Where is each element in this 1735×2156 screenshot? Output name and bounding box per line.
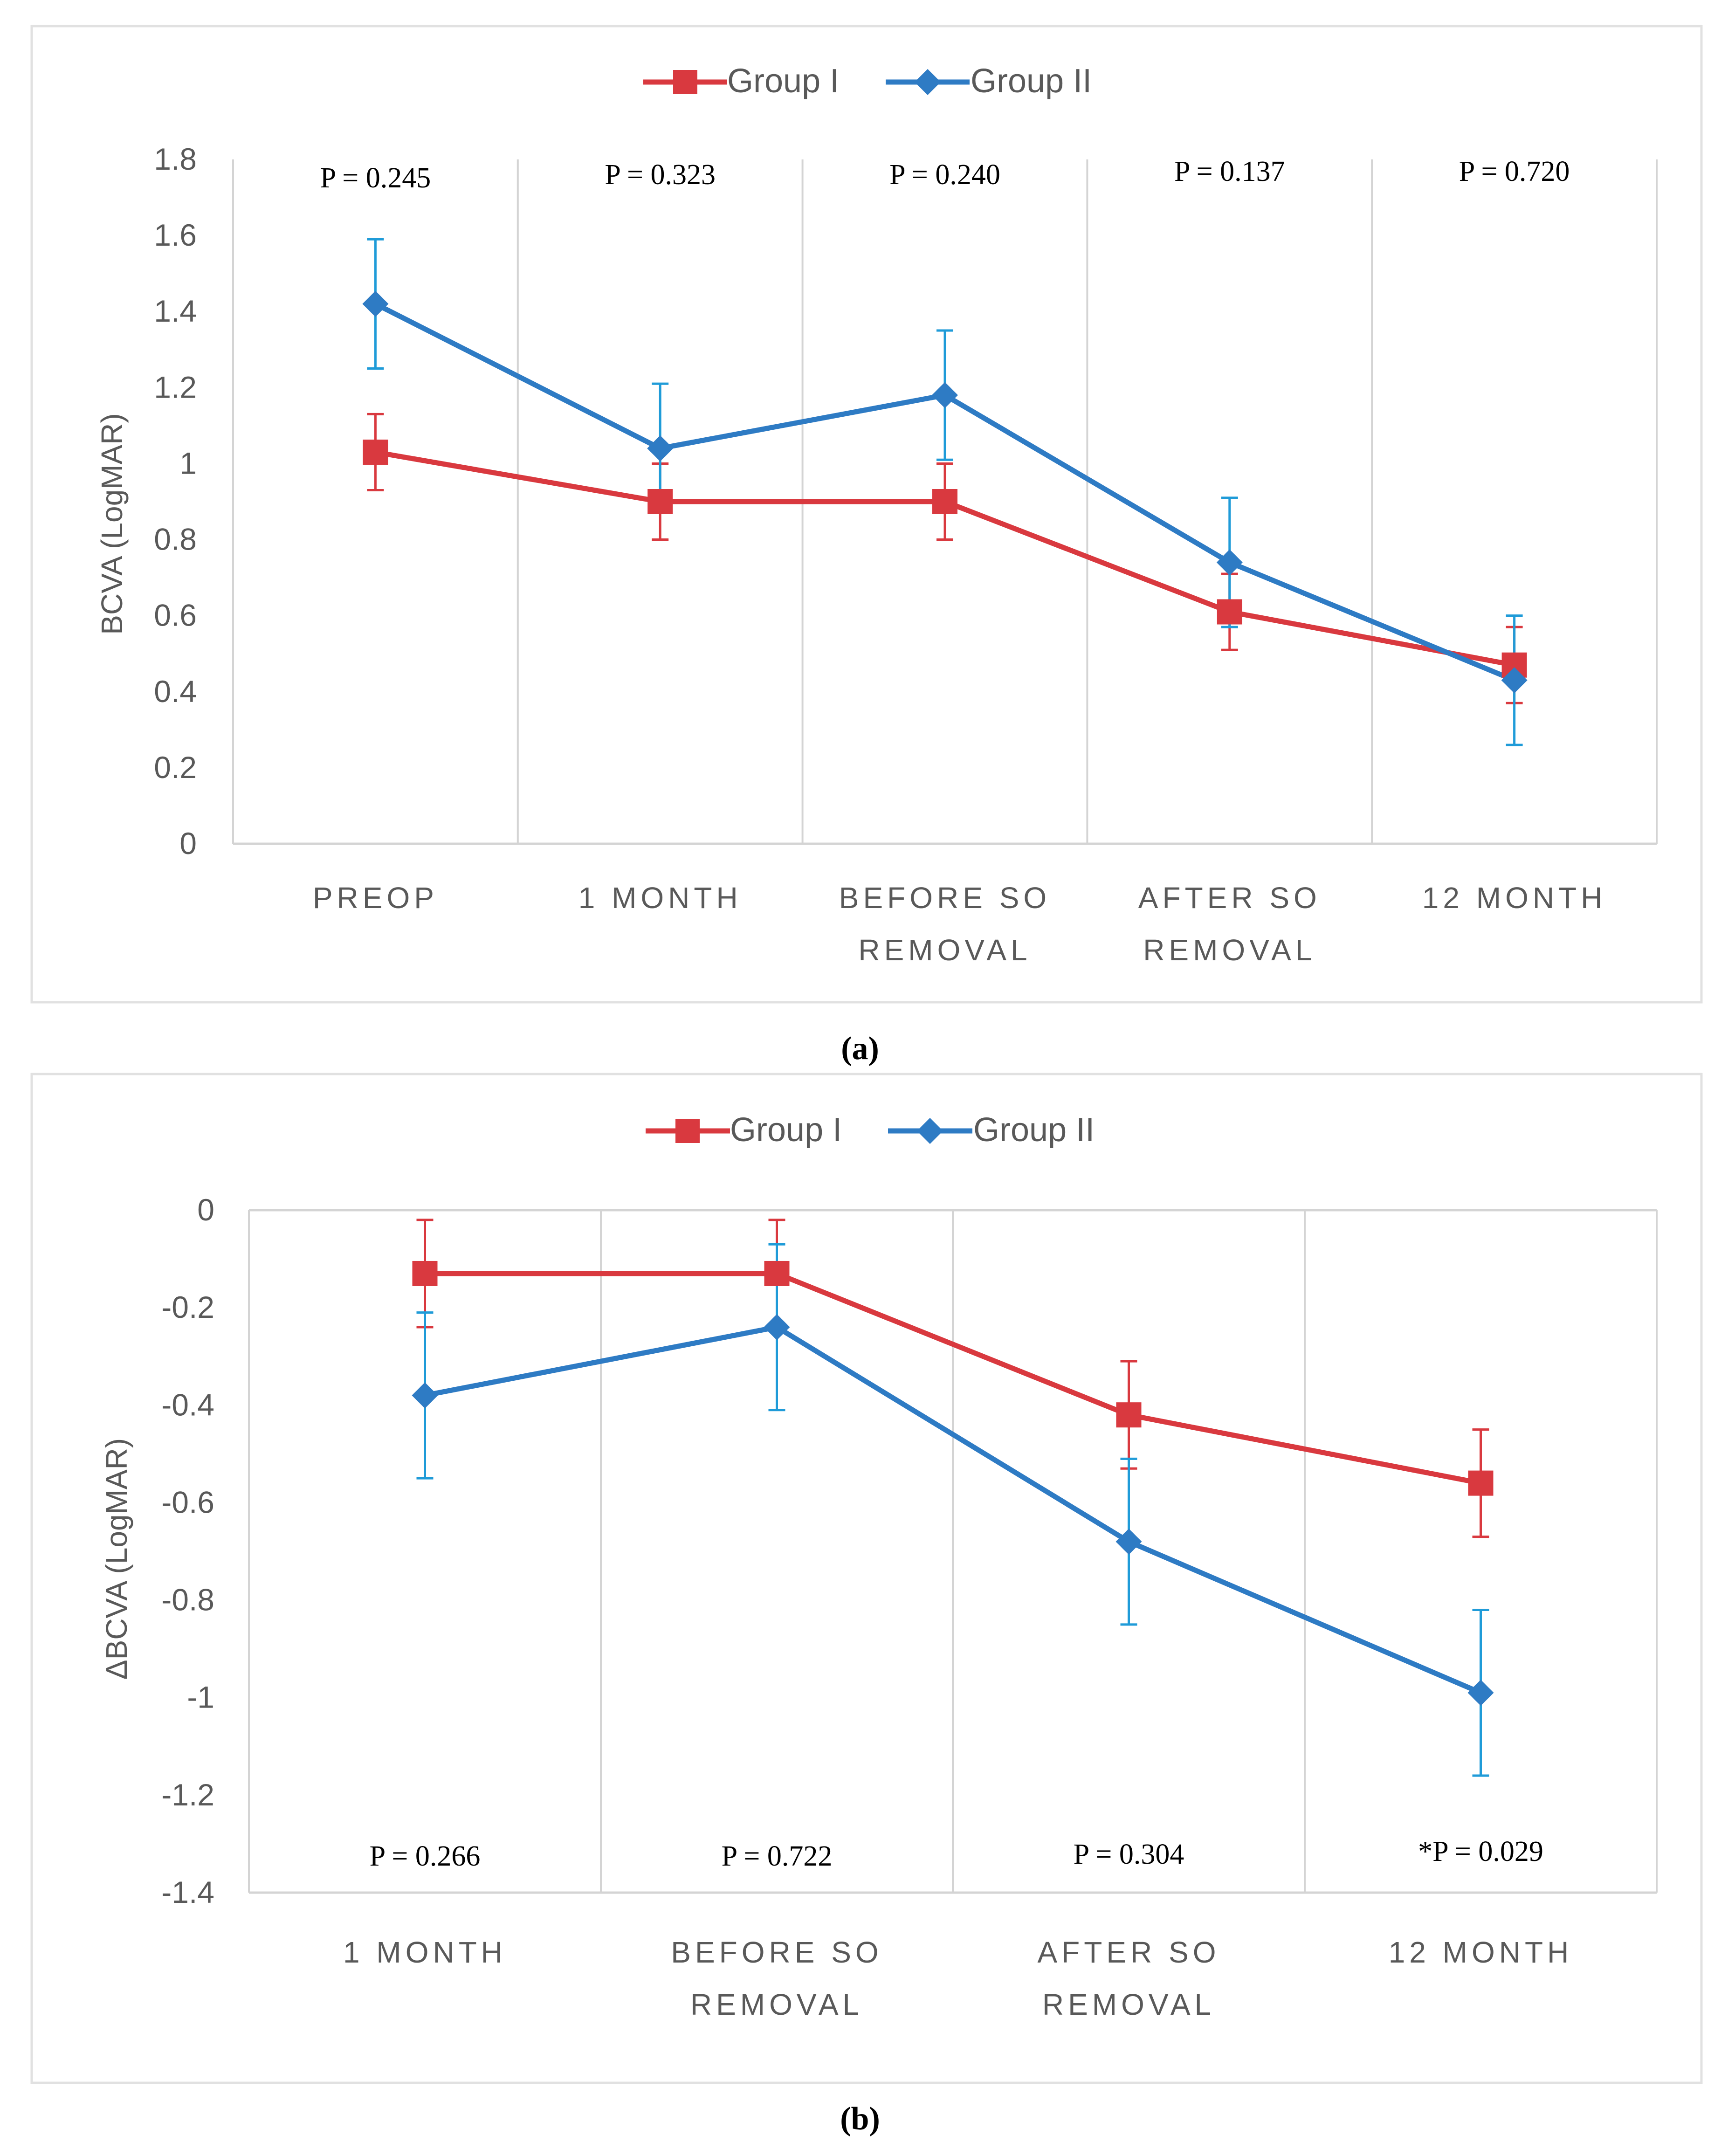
panel-a-legend-group2: Group II [886, 62, 1092, 100]
x-category-label: BEFORE SO [839, 881, 1051, 915]
panel-b-series [412, 1219, 1494, 1777]
p-value-annotation: P = 0.722 [722, 1840, 833, 1872]
panel-b-frame [30, 1073, 1703, 2084]
group1-data-point [932, 489, 957, 514]
y-tick-label: 0.2 [154, 750, 197, 785]
legend-label-group1: Group I [730, 1111, 842, 1149]
group2-data-point [1115, 1529, 1142, 1555]
x-category-label: REMOVAL [1042, 1988, 1215, 2021]
x-category-label: 1 MONTH [578, 881, 742, 915]
y-tick-label: -1.2 [161, 1777, 214, 1812]
group1-data-point [1468, 1470, 1494, 1496]
panel-a-gridlines [232, 159, 1658, 845]
p-value-annotation: *P = 0.029 [1418, 1836, 1543, 1867]
panel-b-legend-group1: Group I [646, 1111, 842, 1149]
y-tick-label: 0.8 [154, 522, 197, 557]
panel-b-label: (b) [840, 2101, 880, 2137]
panel-a-x-labels: PREOP 1 MONTH BEFORE SO REMOVAL AFTER SO REMO… [313, 881, 1607, 967]
panel-b-p-values: P = 0.266 P = 0.722 P = 0.304 *P = 0.029 [370, 1836, 1543, 1872]
y-tick-label: 0.6 [154, 598, 197, 633]
p-value-annotation: P = 0.240 [889, 159, 1000, 191]
group1-data-point [1217, 599, 1242, 625]
legend-marker-group1 [675, 1119, 700, 1143]
y-tick-label: 1.8 [154, 142, 197, 176]
x-category-label: 12 MONTH [1389, 1936, 1573, 1969]
p-value-annotation: P = 0.720 [1459, 156, 1570, 187]
p-value-annotation: P = 0.304 [1074, 1839, 1184, 1870]
x-category-label: 12 MONTH [1422, 881, 1607, 915]
group1-data-point [1116, 1402, 1142, 1428]
y-tick-label: 1 [179, 446, 197, 480]
panel-a-legend-group1: Group I [643, 62, 839, 100]
y-tick-label: 0 [179, 826, 197, 861]
x-category-label: PREOP [313, 881, 438, 915]
chart-panel-b: 0 -0.2 -0.4 -0.6 -0.8 -1 -1.2 -1.4 1 MONTH BEFOR… [30, 1073, 1703, 2084]
group2-data-point [1216, 549, 1243, 576]
panel-a-label: (a) [841, 1031, 879, 1067]
group1-series-line [425, 1271, 1481, 1486]
y-tick-label: -0.2 [161, 1290, 214, 1324]
group2-data-point [932, 382, 958, 408]
legend-label-group2: Group II [971, 62, 1092, 100]
x-category-label: REMOVAL [858, 933, 1031, 967]
panel-b-gridlines [248, 1209, 1658, 1894]
y-tick-label: 0.4 [154, 674, 197, 709]
y-tick-label: 1.6 [154, 218, 197, 252]
group2-data-point [1467, 1680, 1494, 1706]
group2-data-point [362, 290, 389, 317]
x-category-label: AFTER SO [1037, 1936, 1220, 1969]
panel-a-series [362, 238, 1528, 746]
y-tick-label: -1 [187, 1680, 214, 1715]
y-tick-label: 0 [197, 1192, 214, 1227]
chart-panel-a: 0 0.2 0.4 0.6 0.8 1 1.2 1.4 1.6 1.8 PREOP 1 MONTH B… [30, 25, 1703, 1004]
panel-a-y-axis-label: BCVA (LogMAR) [95, 413, 129, 634]
group1-data-point [764, 1261, 790, 1286]
group2-data-point [1501, 667, 1528, 694]
legend-marker-group2 [915, 69, 941, 95]
x-category-label: REMOVAL [690, 1988, 863, 2021]
legend-label-group2: Group II [973, 1111, 1095, 1149]
panel-a-p-values: P = 0.245 P = 0.323 P = 0.240 P = 0.137 P = … [320, 156, 1570, 194]
legend-marker-group2 [917, 1118, 943, 1144]
y-tick-label: -0.8 [161, 1583, 214, 1617]
panel-b-y-axis-label: ΔBCVA (LogMAR) [100, 1438, 133, 1680]
y-tick-label: -1.4 [161, 1875, 214, 1909]
panel-b-x-labels: 1 MONTH BEFORE SO REMOVAL AFTER SO REMOVAL 12… [343, 1936, 1573, 2021]
panel-a-frame [30, 25, 1703, 1004]
group2-series-line [424, 1324, 1482, 1695]
p-value-annotation: P = 0.323 [605, 159, 716, 191]
group1-data-point [647, 489, 673, 514]
x-category-label: 1 MONTH [343, 1936, 507, 1969]
group2-data-point [764, 1314, 790, 1340]
legend-label-group1: Group I [727, 62, 839, 100]
x-category-label: REMOVAL [1143, 933, 1316, 967]
x-category-label: BEFORE SO [671, 1936, 882, 1969]
y-tick-label: -0.6 [161, 1485, 214, 1519]
panel-b-legend-group2: Group II [888, 1111, 1095, 1149]
p-value-annotation: P = 0.266 [370, 1840, 481, 1872]
group2-data-point [647, 435, 674, 462]
group1-data-point [412, 1261, 438, 1286]
y-tick-label: 1.2 [154, 370, 197, 404]
group2-data-point [412, 1382, 438, 1409]
panel-a-y-ticks: 0 0.2 0.4 0.6 0.8 1 1.2 1.4 1.6 1.8 [154, 142, 197, 861]
panel-a-legend: Group I Group II [643, 62, 1092, 100]
panel-b-legend: Group I Group II [646, 1111, 1095, 1149]
group1-data-point [363, 439, 388, 465]
p-value-annotation: P = 0.245 [320, 162, 431, 194]
x-category-label: AFTER SO [1138, 881, 1321, 915]
y-tick-label: -0.4 [161, 1387, 214, 1422]
legend-marker-group1 [673, 70, 697, 94]
y-tick-label: 1.4 [154, 294, 197, 328]
p-value-annotation: P = 0.137 [1174, 156, 1285, 187]
panel-b-y-ticks: 0 -0.2 -0.4 -0.6 -0.8 -1 -1.2 -1.4 [161, 1192, 214, 1909]
